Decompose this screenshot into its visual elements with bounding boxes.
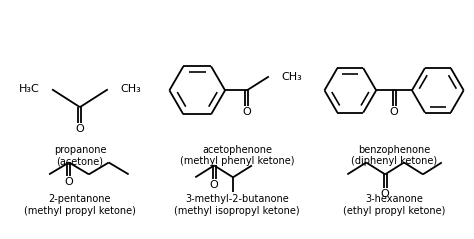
Text: O: O [75,124,84,134]
Text: 3-methyl-2-butanone
(methyl isopropyl ketone): 3-methyl-2-butanone (methyl isopropyl ke… [174,194,300,216]
Text: 3-hexanone
(ethyl propyl ketone): 3-hexanone (ethyl propyl ketone) [343,194,445,216]
Text: CH₃: CH₃ [282,71,302,81]
Text: benzophenone
(diphenyl ketone): benzophenone (diphenyl ketone) [351,145,437,166]
Text: O: O [243,107,251,117]
Text: acetophenone
(methyl phenyl ketone): acetophenone (methyl phenyl ketone) [180,145,294,166]
Text: propanone
(acetone): propanone (acetone) [54,145,106,166]
Text: H₃C: H₃C [18,84,39,94]
Text: O: O [390,107,399,117]
Text: O: O [64,177,73,187]
Text: O: O [210,180,219,190]
Text: CH₃: CH₃ [121,84,141,94]
Text: 2-pentanone
(methyl propyl ketone): 2-pentanone (methyl propyl ketone) [24,194,136,216]
Text: O: O [381,189,390,199]
